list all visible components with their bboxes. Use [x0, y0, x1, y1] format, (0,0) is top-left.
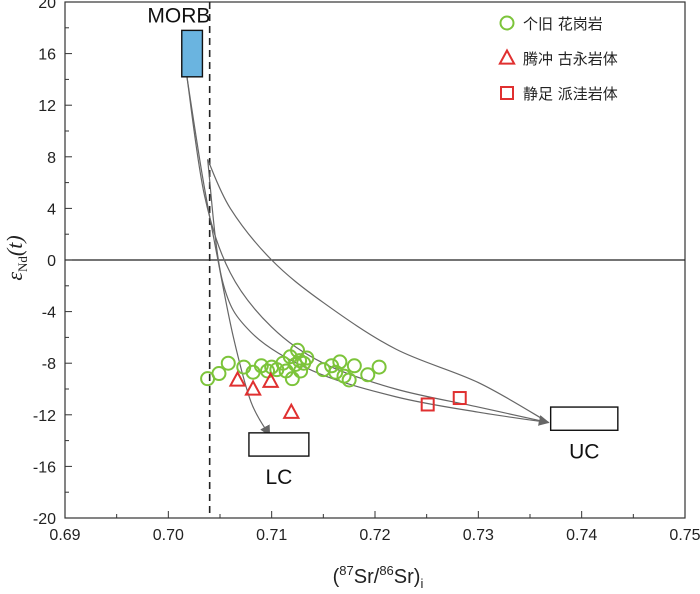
y-tick-label: 20 — [38, 0, 56, 12]
data-points — [200, 342, 467, 419]
reservoir-boxes: MORB LC UC — [147, 4, 619, 489]
circle-point — [371, 359, 387, 375]
lc-box — [248, 432, 310, 457]
legend-marker-circle — [499, 15, 515, 31]
mixing-curve — [207, 159, 549, 424]
reference-lines — [65, 2, 685, 518]
x-tick-label: 0.71 — [256, 527, 287, 544]
x-tick-label: 0.72 — [359, 527, 390, 544]
lc-label: LC — [265, 466, 292, 489]
triangle-point — [282, 402, 301, 419]
y-tick-label: -20 — [33, 511, 56, 528]
circle-point — [284, 371, 300, 387]
square-point — [420, 397, 435, 412]
morb-label: MORB — [147, 4, 210, 27]
legend-label: 静足 派洼岩体 — [523, 85, 618, 103]
uc-box — [549, 406, 619, 431]
circle-point — [220, 355, 236, 371]
morb-box — [181, 29, 204, 78]
mixing-curves — [186, 76, 550, 437]
x-tick-label: 0.70 — [153, 527, 184, 544]
x-tick-label: 0.69 — [49, 527, 80, 544]
legend-label: 腾冲 古永岩体 — [523, 50, 618, 68]
x-axis-title: (87Sr/86Sr)i — [333, 563, 424, 591]
y-tick-label: 12 — [38, 98, 56, 115]
y-tick-label: -8 — [42, 356, 56, 373]
y-tick-label: -4 — [42, 305, 56, 322]
y-tick-label: 16 — [38, 47, 56, 64]
mixing-curve — [186, 76, 271, 437]
circle-point — [299, 350, 315, 366]
y-axis-title: εNd(t) — [2, 235, 30, 280]
triangle-point — [228, 370, 247, 387]
triangle-point — [261, 371, 280, 388]
y-tick-label: -12 — [33, 408, 56, 425]
axis-ticks: 0.69 0.70 0.71 0.72 0.73 0.74 0.75 -20 -16 -12 -8 -… — [33, 0, 700, 544]
circle-point — [211, 366, 227, 382]
mixing-curve — [186, 76, 550, 426]
circle-point — [346, 358, 362, 374]
circle-point — [332, 354, 348, 370]
circle-point — [360, 367, 376, 383]
x-tick-label: 0.75 — [669, 527, 700, 544]
y-tick-label: 0 — [47, 253, 56, 270]
mixing-curve — [207, 159, 549, 424]
y-tick-label: -16 — [33, 459, 56, 476]
circle-point — [293, 363, 309, 379]
uc-label: UC — [569, 440, 599, 463]
triangle-point — [244, 379, 262, 396]
legend-label: 个旧 花岗岩 — [523, 15, 603, 33]
x-tick-label: 0.73 — [463, 527, 494, 544]
legend-marker-triangle — [498, 48, 516, 65]
y-tick-label: 8 — [47, 150, 56, 167]
square-point — [452, 391, 467, 406]
y-tick-label: 4 — [47, 201, 56, 218]
x-tick-label: 0.74 — [566, 527, 597, 544]
legend-marker-square — [500, 86, 514, 100]
circle-point — [341, 372, 357, 388]
circle-point — [290, 342, 305, 358]
